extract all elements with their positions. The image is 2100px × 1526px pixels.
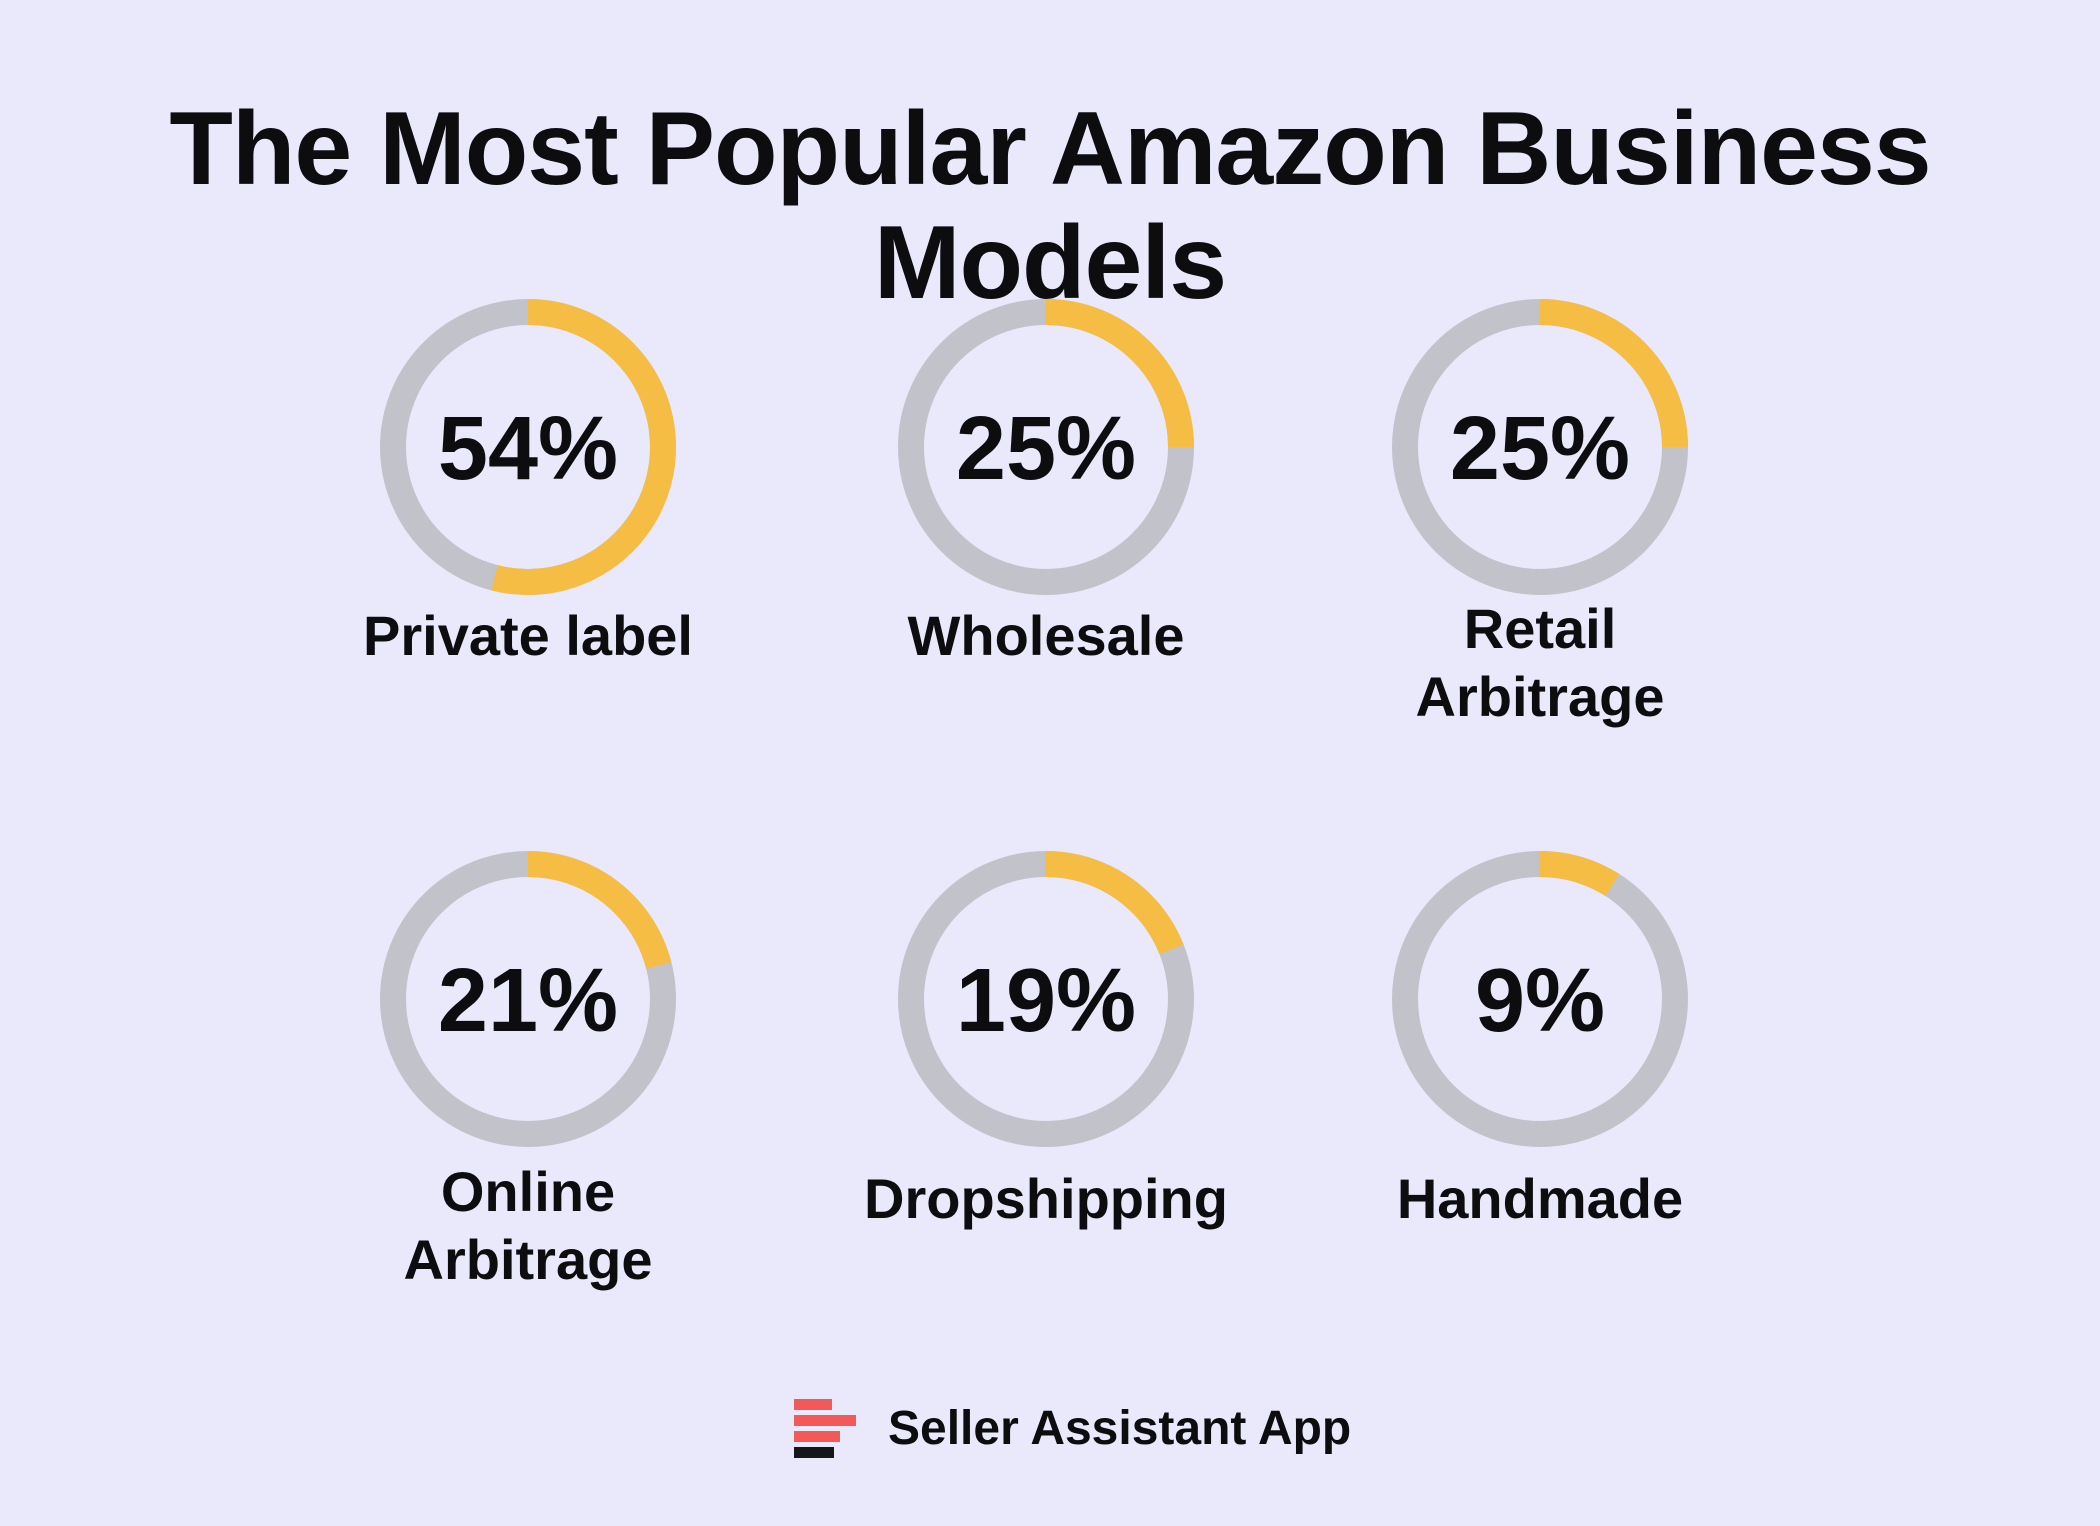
donut-progress-arc [1539,299,1688,448]
donut-progress-arc [491,299,676,595]
donut-percent-label: 25% [956,399,1136,499]
donut-progress-arc [1045,851,1184,955]
donut-percent-label: 19% [956,951,1136,1051]
logo-bar [794,1399,832,1410]
logo-bar [794,1431,840,1442]
label-line: Arbitrage [1416,665,1665,728]
page-title: The Most Popular Amazon Business Models [169,91,1931,322]
donut-item: 54% Private label [363,299,693,667]
brand-footer: Seller Assistant App [790,1396,1351,1460]
donut-progress-arc [1539,851,1620,897]
donut-percent-label: 21% [438,951,618,1051]
label-line: Wholesale [908,604,1185,667]
brand-name: Seller Assistant App [888,1401,1352,1455]
donut-category-label: Online Arbitrage [404,1160,653,1291]
donut-item: 9% Handmade [1392,851,1688,1230]
donut-category-label: Retail Arbitrage [1416,597,1665,728]
logo-bar [794,1415,856,1426]
stacked-bars-logo-icon [790,1397,858,1459]
label-line: Dropshipping [864,1167,1228,1230]
donut-item: 21% Online Arbitrage [380,851,676,1291]
label-line: Handmade [1397,1167,1683,1230]
donut-category-label: Handmade [1397,1167,1683,1230]
donut-category-label: Private label [363,604,693,667]
donut-category-label: Dropshipping [864,1167,1228,1230]
donut-percent-label: 54% [438,399,618,499]
donut-item: 25% Wholesale [898,299,1194,667]
label-line: Arbitrage [404,1228,653,1291]
label-line: Private label [363,604,693,667]
label-line: Retail [1464,597,1617,660]
donut-percent-label: 25% [1450,399,1630,499]
logo-bar [794,1447,834,1458]
donut-progress-arc [527,851,672,969]
donut-percent-label: 9% [1475,951,1605,1051]
donut-item: 25% Retail Arbitrage [1392,299,1688,728]
donut-progress-arc [1045,299,1194,448]
donut-item: 19% Dropshipping [864,851,1228,1230]
label-line: Online [441,1160,615,1223]
donut-category-label: Wholesale [908,604,1185,667]
